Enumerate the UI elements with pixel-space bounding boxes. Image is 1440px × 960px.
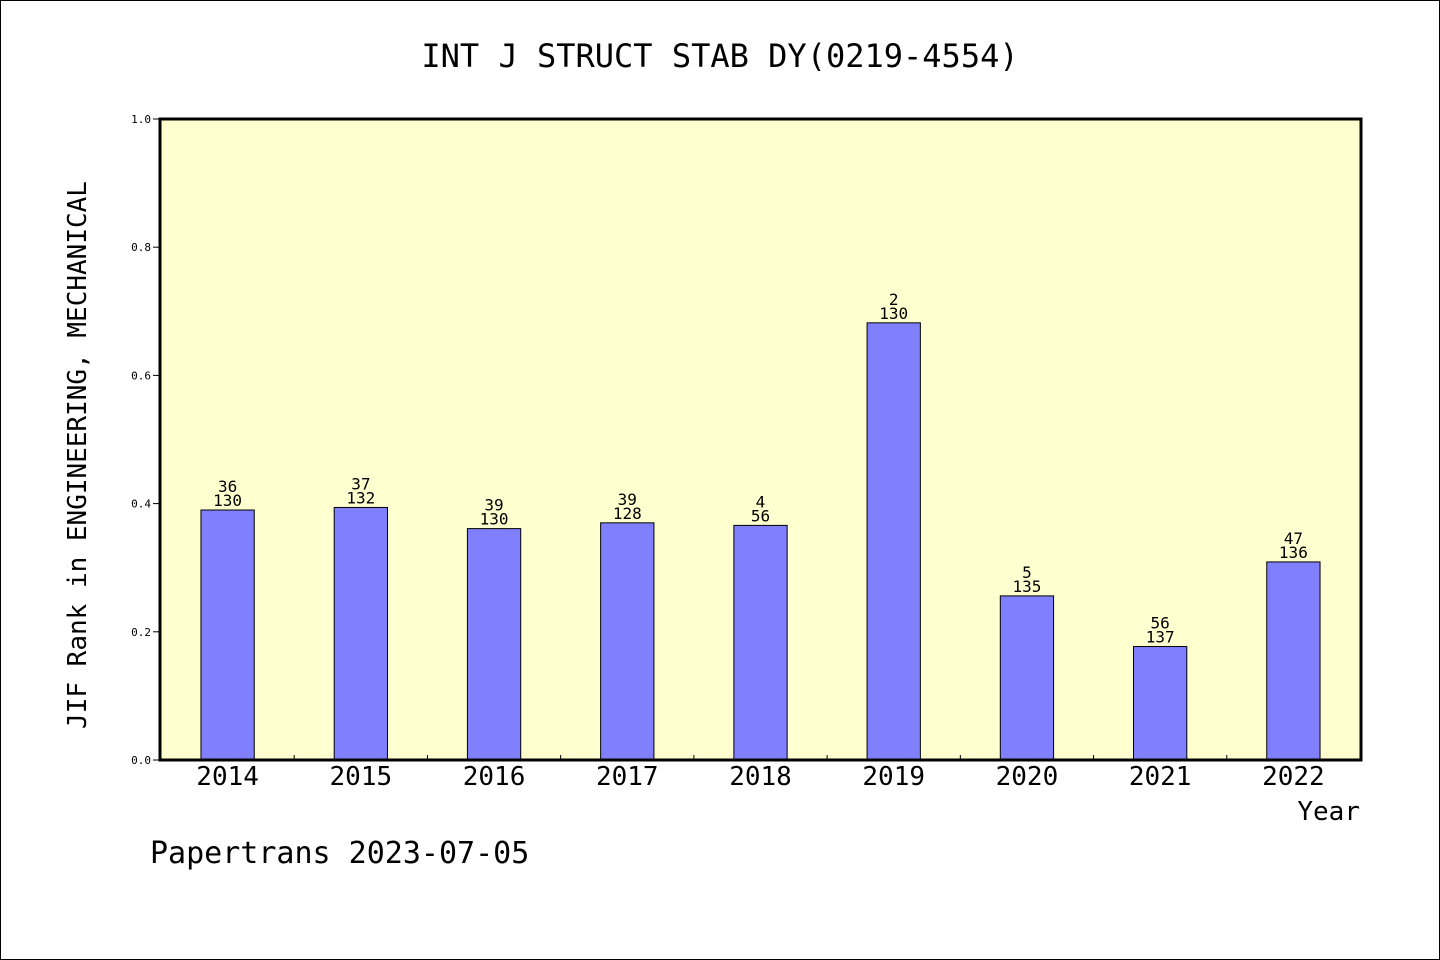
bar-total-label-2021: 137 xyxy=(1146,628,1175,647)
bar-total-label-2017: 128 xyxy=(613,504,642,523)
x-tick-label-2016: 2016 xyxy=(463,762,526,792)
bar-rank-label-2017: 39 xyxy=(618,490,637,509)
x-tick-label-2017: 2017 xyxy=(596,762,659,792)
bar-2018 xyxy=(733,524,788,761)
bar-2020 xyxy=(999,595,1055,761)
bars-group xyxy=(200,322,1321,761)
y-tick-label-2: 0.4 xyxy=(131,498,151,511)
chart-title: INT J STRUCT STAB DY(0219-4554) xyxy=(421,37,1018,75)
bar-2022 xyxy=(1266,561,1321,761)
bar-2015 xyxy=(333,506,388,761)
bar-rank-label-2020: 5 xyxy=(1022,563,1032,582)
bar-total-label-2020: 135 xyxy=(1012,577,1041,596)
bar-rank-label-2021: 56 xyxy=(1151,614,1170,633)
bar-rank-label-2015: 37 xyxy=(351,474,370,493)
y-tick-label-0: 0.0 xyxy=(131,754,151,767)
bar-2021 xyxy=(1133,646,1188,761)
y-tick-label-1: 0.2 xyxy=(131,626,151,639)
y-axis-label: JIF Rank in ENGINEERING, MECHANICAL xyxy=(63,181,93,729)
plot-border xyxy=(158,117,1363,762)
bar-2014 xyxy=(200,509,255,761)
bar-total-label-2018: 56 xyxy=(751,506,770,525)
bar-rank-label-2018: 4 xyxy=(756,492,766,511)
x-axis: 2014 2015 2016 2017 2018 2019 2020 2021 2022 xyxy=(196,755,1325,792)
bar-2019 xyxy=(866,322,921,761)
y-tick-label-3: 0.6 xyxy=(131,369,151,382)
x-axis-label: Year xyxy=(1297,797,1360,827)
bar-total-label-2016: 130 xyxy=(480,510,509,529)
bar-total-label-2019: 130 xyxy=(879,304,908,323)
x-tick-label-2022: 2022 xyxy=(1262,762,1325,792)
bar-2016 xyxy=(466,528,522,761)
y-tick-label-4: 0.8 xyxy=(131,241,151,254)
bar-rank-label-2022: 47 xyxy=(1284,529,1303,548)
bar-rank-label-2016: 39 xyxy=(484,496,503,515)
x-tick-label-2020: 2020 xyxy=(996,762,1059,792)
footer-credit: Papertrans 2023-07-05 xyxy=(150,836,529,871)
x-tick-label-2021: 2021 xyxy=(1129,762,1192,792)
bar-2017 xyxy=(600,522,655,761)
y-axis: 0.0 0.2 0.4 0.6 0.8 1.0 xyxy=(131,113,160,767)
x-tick-label-2014: 2014 xyxy=(196,762,259,792)
bar-total-label-2014: 130 xyxy=(213,491,242,510)
x-tick-label-2015: 2015 xyxy=(330,762,393,792)
x-tick-label-2018: 2018 xyxy=(729,762,792,792)
x-tick-label-2019: 2019 xyxy=(862,762,925,792)
bar-total-label-2022: 136 xyxy=(1279,543,1308,562)
bar-rank-label-2019: 2 xyxy=(889,290,899,309)
y-tick-label-5: 1.0 xyxy=(131,113,151,126)
bar-total-label-2015: 132 xyxy=(346,488,375,507)
bar-rank-label-2014: 36 xyxy=(218,477,237,496)
